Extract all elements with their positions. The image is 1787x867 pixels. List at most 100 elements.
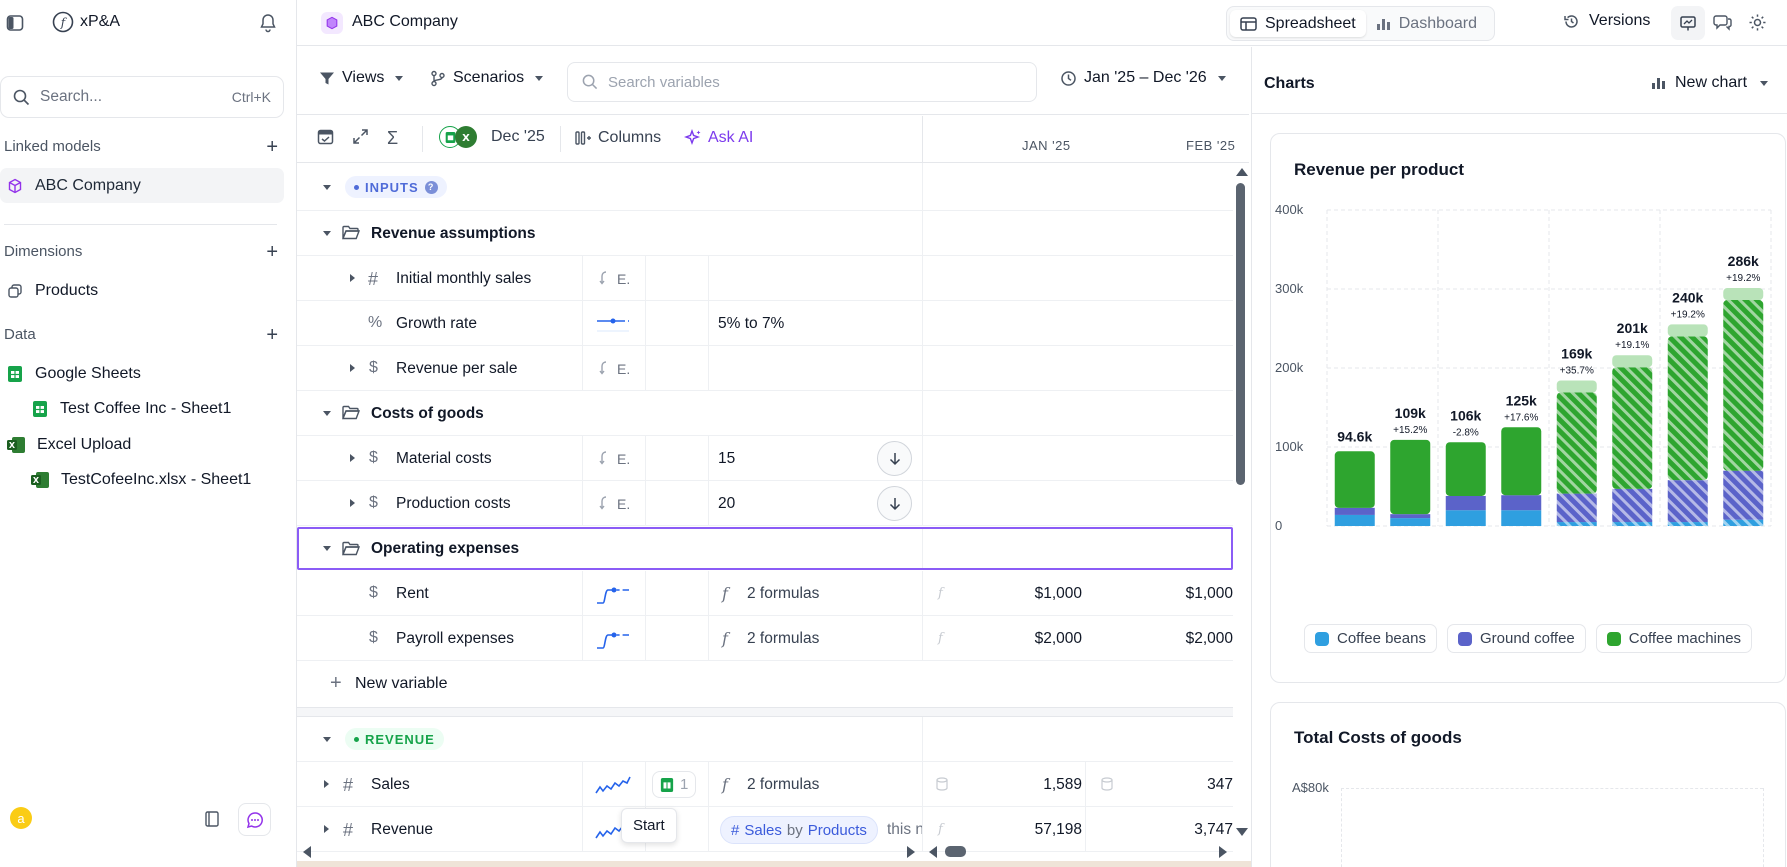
- scrollbar-thumb[interactable]: [945, 846, 966, 857]
- revenue-section-badge: REVENUE: [345, 728, 444, 750]
- data-source-chip[interactable]: 1: [652, 771, 697, 798]
- calendar-check-icon[interactable]: [317, 128, 334, 145]
- views-dropdown[interactable]: Views: [319, 69, 404, 87]
- variables-search[interactable]: Search variables: [567, 62, 1037, 102]
- book-icon[interactable]: [204, 810, 220, 828]
- variable-row-rent[interactable]: $ Rent f 2 formulas f $1,000 $1,000: [297, 571, 1233, 616]
- variable-row-material-costs[interactable]: $ Material costs E. 15: [297, 436, 1233, 481]
- date-range-dropdown[interactable]: Jan '25 – Dec '26: [1060, 69, 1226, 87]
- add-dimension-button[interactable]: +: [266, 241, 278, 263]
- new-variable-row[interactable]: + New variable: [297, 661, 1233, 707]
- formula-count[interactable]: 2 formulas: [747, 775, 820, 793]
- variable-value[interactable]: 15: [718, 449, 736, 467]
- scenarios-label: Scenarios: [453, 69, 525, 86]
- legend-item-coffee-machines[interactable]: Coffee machines: [1595, 624, 1753, 653]
- sigma-icon[interactable]: Σ: [387, 128, 399, 148]
- ask-ai-button[interactable]: Ask AI: [684, 129, 753, 147]
- variable-row-initial-monthly-sales[interactable]: # Initial monthly sales E.: [297, 256, 1233, 301]
- cell-value-feb[interactable]: 3,747: [1194, 820, 1233, 838]
- chevron-right-icon[interactable]: [324, 825, 329, 833]
- tab-dashboard[interactable]: Dashboard: [1366, 10, 1487, 37]
- section-row-revenue[interactable]: REVENUE: [297, 717, 1233, 762]
- add-data-button[interactable]: +: [266, 324, 278, 346]
- chevron-right-icon[interactable]: [350, 274, 355, 282]
- help-icon[interactable]: ?: [424, 180, 438, 194]
- bar-segment: [1501, 427, 1542, 496]
- cell-value-jan[interactable]: 57,198: [1034, 820, 1082, 838]
- group-row-revenue-assumptions[interactable]: Revenue assumptions: [297, 211, 1233, 256]
- chevron-right-icon[interactable]: [350, 499, 355, 507]
- versions-button[interactable]: Versions: [1563, 12, 1650, 30]
- formula-chip[interactable]: # Sales by Products: [720, 816, 878, 844]
- chevron-down-icon[interactable]: [323, 737, 331, 742]
- sidebar-toggle-icon[interactable]: [6, 14, 24, 32]
- variable-row-growth-rate[interactable]: % Growth rate 5% to 7%: [297, 301, 1233, 346]
- chart-card-revenue[interactable]: Revenue per product 0 100k 200k 300k 400k 94.…: [1270, 133, 1786, 683]
- new-chart-button[interactable]: New chart: [1651, 74, 1769, 92]
- tab-spreadsheet[interactable]: Spreadsheet: [1230, 10, 1366, 37]
- cell-value-jan[interactable]: $2,000: [1034, 629, 1082, 647]
- vertical-scrollbar[interactable]: [1233, 163, 1249, 843]
- scroll-right-icon[interactable]: [907, 846, 915, 858]
- sidebar-item-excel-upload[interactable]: X Excel Upload: [0, 434, 297, 456]
- arrow-down-icon[interactable]: [877, 441, 912, 476]
- chat-icon[interactable]: [238, 803, 271, 836]
- chevron-right-icon[interactable]: [350, 454, 355, 462]
- chevron-down-icon[interactable]: [323, 231, 331, 236]
- legend-item-coffee-beans[interactable]: Coffee beans: [1304, 624, 1437, 653]
- variable-row-revenue[interactable]: # Revenue # Sales by Products this n f 5…: [297, 807, 1233, 852]
- group-row-costs-of-goods[interactable]: Costs of goods: [297, 391, 1233, 436]
- scroll-left-icon[interactable]: [929, 846, 937, 858]
- chevron-right-icon[interactable]: [324, 780, 329, 788]
- cell-value-feb[interactable]: 347: [1207, 775, 1233, 793]
- chevron-down-icon[interactable]: [323, 546, 331, 551]
- sidebar-item-excel-file[interactable]: X TestCofeeInc.xlsx - Sheet1: [0, 469, 297, 491]
- scroll-left-icon[interactable]: [303, 846, 311, 858]
- sparkle-icon: [684, 129, 702, 147]
- arrow-down-icon[interactable]: [877, 486, 912, 521]
- cell-value-jan[interactable]: $1,000: [1034, 584, 1082, 602]
- scroll-down-icon[interactable]: [1236, 828, 1248, 836]
- sidebar-item-google-sheet-file[interactable]: Test Coffee Inc - Sheet1: [0, 398, 297, 420]
- column-header-feb[interactable]: FEB '25: [1186, 138, 1236, 153]
- sidebar-item-abc-company[interactable]: ABC Company: [0, 168, 284, 203]
- presentation-icon[interactable]: [1671, 6, 1705, 40]
- scenarios-dropdown[interactable]: Scenarios: [430, 69, 544, 87]
- sidebar-search[interactable]: Search... Ctrl+K: [0, 76, 284, 118]
- sidebar-item-label: Google Sheets: [35, 365, 141, 382]
- chart-card-costs[interactable]: Total Costs of goods A$80k: [1270, 702, 1786, 867]
- section-row-inputs[interactable]: INPUTS ?: [297, 163, 1233, 211]
- scrollbar-thumb[interactable]: [1236, 183, 1245, 485]
- add-linked-model-button[interactable]: +: [266, 136, 278, 158]
- variable-row-payroll-expenses[interactable]: $ Payroll expenses f 2 formulas f $2,000…: [297, 616, 1233, 661]
- variable-value[interactable]: 20: [718, 494, 736, 512]
- expand-icon[interactable]: [352, 128, 369, 145]
- scroll-right-icon[interactable]: [1219, 846, 1227, 858]
- gear-icon[interactable]: [1748, 13, 1767, 32]
- scroll-up-icon[interactable]: [1236, 168, 1248, 176]
- chevron-down-icon[interactable]: [323, 185, 331, 190]
- month-selector[interactable]: X Dec '25: [439, 126, 545, 148]
- sidebar-item-products[interactable]: Products: [0, 280, 297, 302]
- cell-value-jan[interactable]: 1,589: [1043, 775, 1082, 793]
- chevron-right-icon[interactable]: [350, 364, 355, 372]
- cell-value-feb[interactable]: $1,000: [1185, 584, 1233, 602]
- columns-button[interactable]: Columns: [575, 129, 661, 147]
- column-header-jan[interactable]: JAN '25: [1022, 138, 1071, 153]
- comments-icon[interactable]: [1713, 13, 1732, 31]
- variable-row-sales[interactable]: # Sales 1 f 2 formulas 1,589 347: [297, 762, 1233, 807]
- sidebar-item-google-sheets[interactable]: Google Sheets: [0, 363, 297, 385]
- formula-count[interactable]: 2 formulas: [747, 584, 820, 602]
- bell-icon[interactable]: [259, 13, 277, 33]
- cell-value-feb[interactable]: $2,000: [1185, 629, 1233, 647]
- variable-row-revenue-per-sale[interactable]: $ Revenue per sale E.: [297, 346, 1233, 391]
- group-row-operating-expenses[interactable]: Operating expenses: [297, 527, 1233, 570]
- horizontal-scrollbar[interactable]: [297, 843, 1233, 859]
- variable-row-production-costs[interactable]: $ Production costs E. 20: [297, 481, 1233, 526]
- variable-value[interactable]: 5% to 7%: [718, 314, 785, 332]
- chevron-down-icon[interactable]: [323, 411, 331, 416]
- legend-item-ground-coffee[interactable]: Ground coffee: [1446, 624, 1586, 653]
- avatar[interactable]: a: [10, 807, 32, 829]
- formula-count[interactable]: 2 formulas: [747, 629, 820, 647]
- bar-total-label: 240k: [1672, 289, 1703, 305]
